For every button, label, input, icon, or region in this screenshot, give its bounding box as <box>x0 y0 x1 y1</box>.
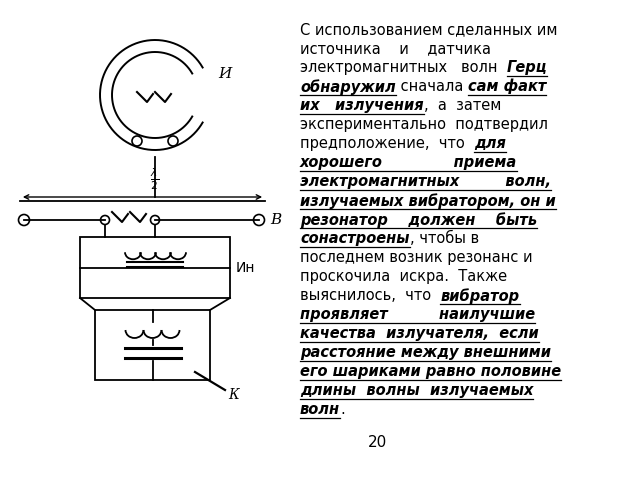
Text: С использованием сделанных им: С использованием сделанных им <box>300 22 557 37</box>
Text: В: В <box>270 213 281 227</box>
Text: проскочила  искра.  Также: проскочила искра. Также <box>300 269 507 284</box>
Text: электромагнитных         волн,: электромагнитных волн, <box>300 174 551 189</box>
Bar <box>95 310 210 380</box>
Text: волн: волн <box>300 402 340 417</box>
Text: $\frac{\lambda}{2}$: $\frac{\lambda}{2}$ <box>150 167 159 192</box>
Text: для: для <box>474 136 506 151</box>
Text: качества  излучателя,  если: качества излучателя, если <box>300 326 539 341</box>
Text: хорошего              приема: хорошего приема <box>300 155 517 170</box>
Bar <box>80 237 230 298</box>
Text: обнаружил: обнаружил <box>300 79 396 95</box>
Text: сонастроены: сонастроены <box>300 231 410 246</box>
Text: ,  а  затем: , а затем <box>424 98 501 113</box>
Text: расстояние между внешними: расстояние между внешними <box>300 345 551 360</box>
Text: последнем возник резонанс и: последнем возник резонанс и <box>300 250 532 265</box>
Text: 20: 20 <box>368 435 387 450</box>
Text: сначала: сначала <box>396 79 468 94</box>
Text: сам факт: сам факт <box>468 79 546 95</box>
Text: К: К <box>228 388 239 402</box>
Text: Ин: Ин <box>236 261 255 275</box>
Text: его шариками равно половине: его шариками равно половине <box>300 364 561 379</box>
Text: И: И <box>218 67 231 81</box>
Text: Герц: Герц <box>507 60 547 75</box>
Text: электромагнитных   волн: электромагнитных волн <box>300 60 507 75</box>
Text: излучаемых вибратором, он и: излучаемых вибратором, он и <box>300 193 556 209</box>
Text: , чтобы в: , чтобы в <box>410 231 479 246</box>
Text: предположение,  что: предположение, что <box>300 136 474 151</box>
Text: выяснилось,  что: выяснилось, что <box>300 288 440 303</box>
Text: длины  волны  излучаемых: длины волны излучаемых <box>300 383 533 398</box>
Text: вибратор: вибратор <box>440 288 520 304</box>
Text: резонатор    должен    быть: резонатор должен быть <box>300 212 537 228</box>
Text: их   излучения: их излучения <box>300 98 424 113</box>
Text: .: . <box>340 402 345 417</box>
Text: источника    и    датчика: источника и датчика <box>300 41 491 56</box>
Text: экспериментально  подтвердил: экспериментально подтвердил <box>300 117 548 132</box>
Text: проявляет          наилучшие: проявляет наилучшие <box>300 307 535 322</box>
